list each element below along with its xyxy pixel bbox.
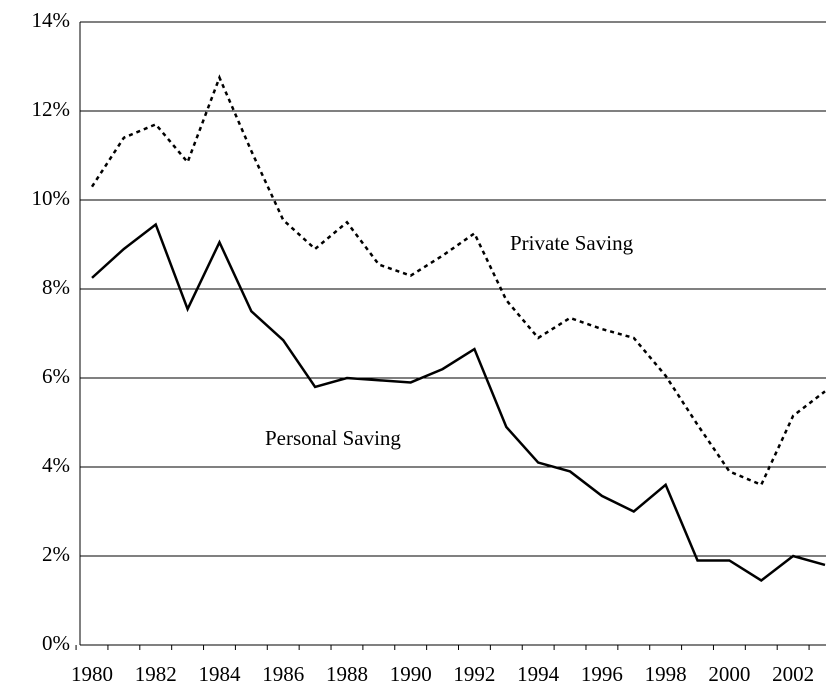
x-tick-label: 1980 (71, 662, 113, 686)
x-tick-label: 1998 (645, 662, 687, 686)
x-tick-label: 1994 (517, 662, 560, 686)
x-tick-label: 2000 (708, 662, 750, 686)
series-line (90, 74, 826, 487)
x-tick-label: 1984 (198, 662, 241, 686)
y-tick-label: 14% (32, 8, 71, 32)
x-tick-label: 1992 (453, 662, 495, 686)
y-tick-label: 10% (32, 186, 71, 210)
y-tick-label: 6% (42, 364, 70, 388)
y-tick-label: 0% (42, 631, 70, 655)
x-tick-label: 1996 (581, 662, 623, 686)
y-tick-label: 8% (42, 275, 70, 299)
series-label: Private Saving (510, 231, 634, 255)
y-tick-label: 12% (32, 97, 71, 121)
x-tick-label: 1982 (135, 662, 177, 686)
y-tick-label: 2% (42, 542, 70, 566)
y-tick-label: 4% (42, 453, 70, 477)
series-line (91, 222, 826, 582)
x-tick-label: 1986 (262, 662, 304, 686)
x-tick-label: 2002 (772, 662, 814, 686)
x-tick-label: 1988 (326, 662, 368, 686)
series-label: Personal Saving (265, 426, 401, 450)
x-tick-label: 1990 (390, 662, 432, 686)
